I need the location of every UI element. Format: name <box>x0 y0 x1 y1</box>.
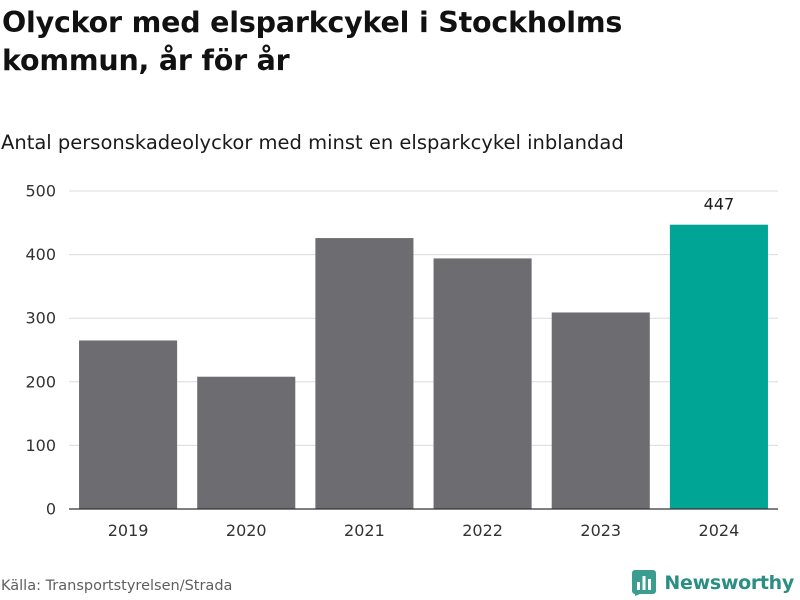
x-tick-label: 2024 <box>699 521 740 540</box>
bar-chart: 0 100 200 300 400 500 2019 2020 2021 2022 2023 2024… <box>25 182 778 540</box>
bar <box>669 224 768 509</box>
y-tick-label: 400 <box>25 245 56 264</box>
source-note: Källa: Transportstyrelsen/Strada <box>1 578 233 594</box>
chart-subtitle: Antal personskadeolyckor med minst en el… <box>1 131 624 154</box>
y-tick-label: 200 <box>25 372 56 391</box>
bar-chart-logo-icon <box>632 570 657 596</box>
y-tick-label: 500 <box>25 182 56 201</box>
x-tick-label: 2019 <box>108 521 149 540</box>
x-tick-label: 2022 <box>462 521 503 540</box>
bar <box>551 312 650 509</box>
bar <box>433 258 532 509</box>
x-tick-label: 2021 <box>344 521 385 540</box>
x-tick-label: 2020 <box>226 521 267 540</box>
chart-title: Olyckor med elsparkcykel i Stockholms ko… <box>2 6 623 77</box>
x-tick-label: 2023 <box>580 521 621 540</box>
bar <box>315 238 414 509</box>
y-tick-label: 300 <box>25 309 56 328</box>
bar <box>197 376 296 509</box>
bar <box>79 340 178 509</box>
brand-logo[interactable]: Newsworthy <box>632 570 794 596</box>
data-label: 447 <box>704 195 735 214</box>
y-tick-label: 0 <box>46 500 56 519</box>
brand-name: Newsworthy <box>664 572 794 594</box>
y-tick-label: 100 <box>25 436 56 455</box>
